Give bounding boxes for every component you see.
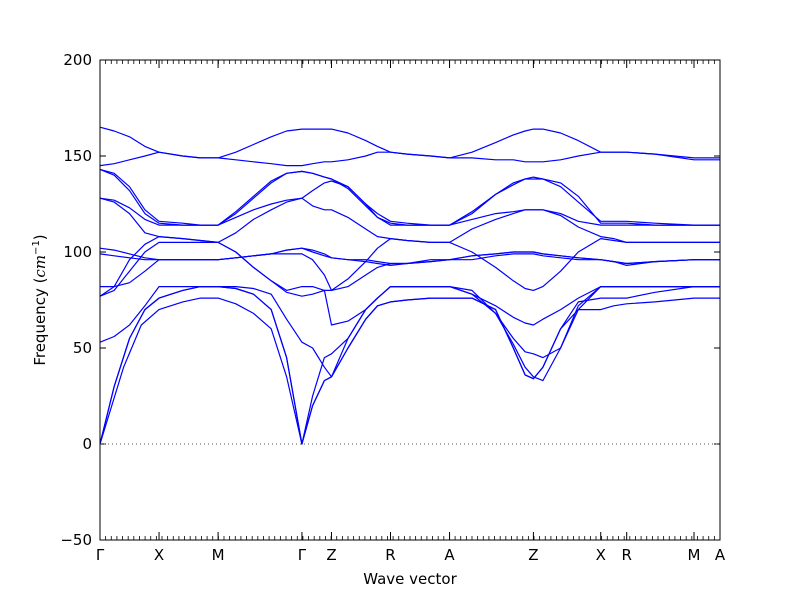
x-tick-label: M	[212, 546, 225, 564]
band-line-6	[99, 236, 720, 297]
x-axis-label: Wave vector	[363, 570, 457, 588]
y-tick-label: 50	[73, 339, 92, 357]
y-axis-label-close: )	[31, 234, 49, 240]
y-axis-label: Frequency (cm−1)	[31, 234, 49, 365]
band-line-5	[99, 241, 720, 326]
band-line-2	[99, 286, 720, 445]
x-tick-label: Z	[528, 546, 538, 564]
x-tick-label: Γ	[298, 546, 307, 564]
x-tick-label: A	[715, 546, 726, 564]
band-line-8	[99, 247, 720, 265]
y-axis-label-exp: −1	[31, 240, 42, 255]
x-tick-label: A	[444, 546, 455, 564]
band-lines	[99, 126, 720, 445]
band-line-1	[99, 286, 720, 445]
band-line-13	[99, 168, 720, 226]
band-line-12	[99, 168, 720, 226]
x-tick-label: R	[621, 546, 631, 564]
y-tick-label: 100	[63, 243, 92, 261]
y-axis-label-text: Frequency (	[31, 278, 49, 366]
x-tick-label: X	[596, 546, 606, 564]
band-line-10	[99, 197, 720, 243]
x-tick-label: M	[688, 546, 701, 564]
band-line-4	[99, 286, 720, 382]
x-tick-label: R	[385, 546, 395, 564]
y-tick-label: 0	[82, 435, 92, 453]
band-line-3	[99, 286, 720, 445]
band-line-9	[99, 247, 720, 266]
y-axis-label-var: cm	[31, 255, 49, 278]
band-line-11	[99, 180, 720, 226]
x-tick-label: X	[154, 546, 164, 564]
band-line-15	[99, 126, 720, 161]
y-tick-label: 200	[63, 51, 92, 69]
x-tick-label: Z	[326, 546, 336, 564]
y-tick-label: 150	[63, 147, 92, 165]
plot-frame	[99, 59, 721, 541]
y-axis-ticks: −50 0 50 100 150 200	[60, 51, 720, 549]
y-tick-label: −50	[60, 531, 92, 549]
minor-ticks	[99, 60, 721, 540]
x-tick-label: Γ	[96, 546, 105, 564]
